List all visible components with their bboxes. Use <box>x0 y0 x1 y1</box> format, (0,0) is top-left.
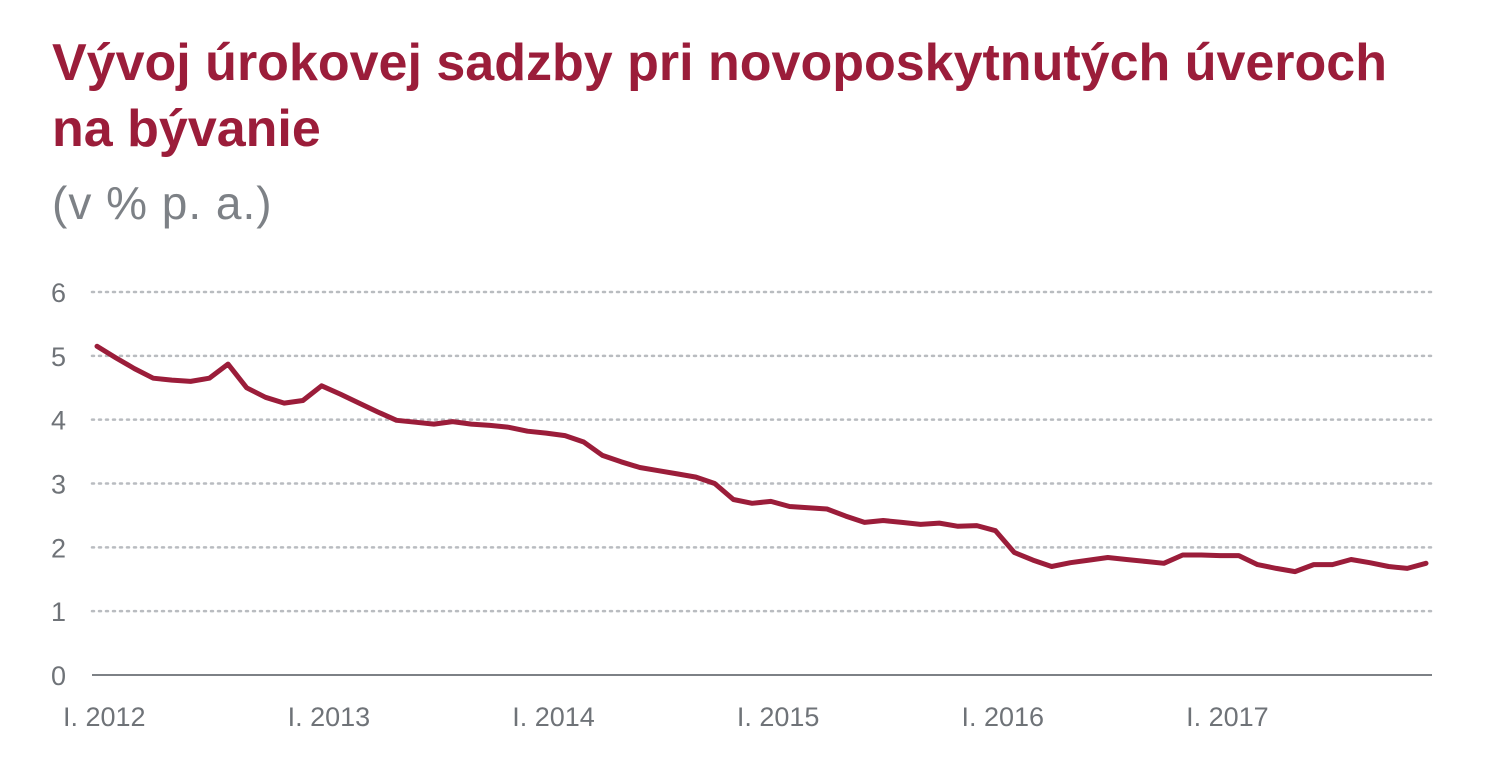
y-tick-label: 6 <box>51 278 66 308</box>
y-tick-label: 5 <box>51 342 66 372</box>
y-tick-label: 1 <box>51 597 66 627</box>
x-tick-label: I. 2012 <box>63 702 146 732</box>
x-tick-label: I. 2016 <box>961 702 1044 732</box>
y-tick-label: 0 <box>51 661 66 691</box>
chart-title: Vývoj úrokovej sadzby pri novoposkytnutý… <box>52 34 1387 158</box>
y-tick-label: 2 <box>51 533 66 563</box>
chart-subtitle: (v % p. a.) <box>52 177 273 229</box>
x-tick-label: I. 2017 <box>1186 702 1269 732</box>
y-axis-ticks: 0 1 2 3 4 5 6 <box>51 278 66 691</box>
x-tick-label: I. 2014 <box>512 702 595 732</box>
x-axis-ticks: I. 2012 I. 2013 I. 2014 I. 2015 I. 2016 I. 20… <box>63 702 1269 732</box>
series-line <box>94 343 1429 575</box>
gridlines <box>90 290 1434 613</box>
y-tick-label: 4 <box>51 406 66 436</box>
x-tick-label: I. 2015 <box>737 702 820 732</box>
x-tick-label: I. 2013 <box>288 702 371 732</box>
y-tick-label: 3 <box>51 470 66 500</box>
